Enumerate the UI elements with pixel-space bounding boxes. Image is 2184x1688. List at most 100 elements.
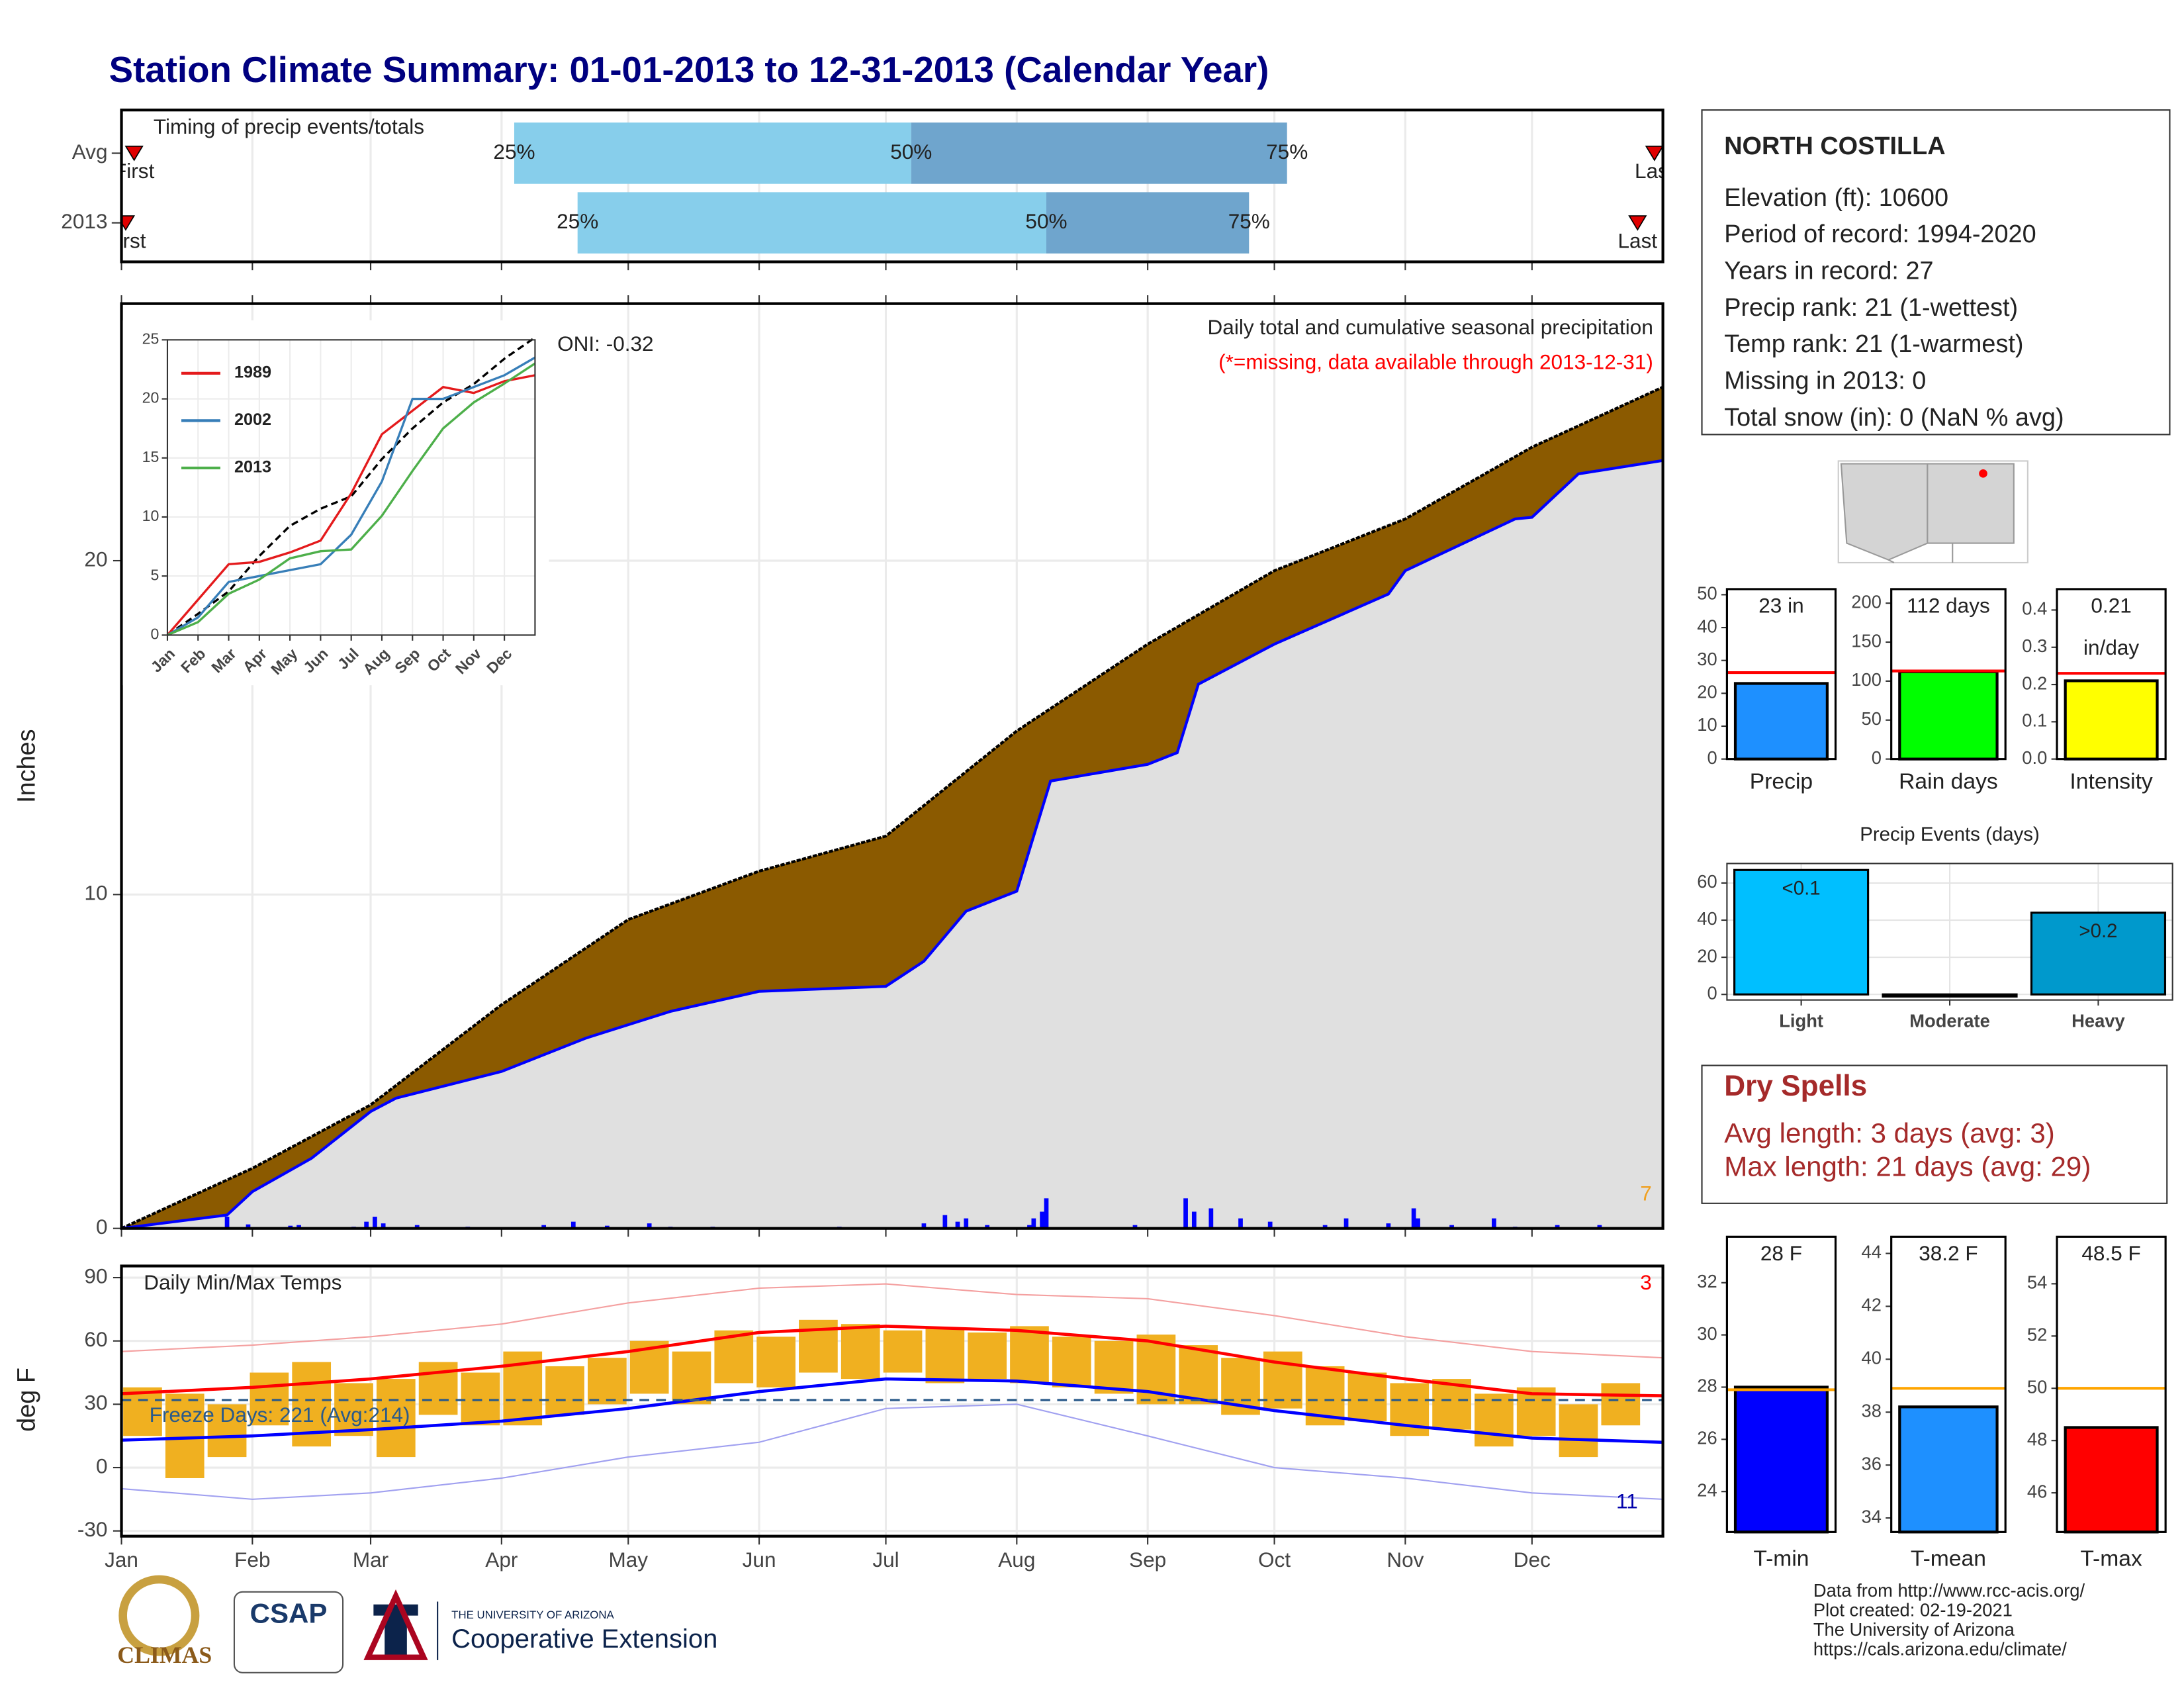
- station-info: Temp rank: 21 (1-warmest): [1724, 330, 2023, 358]
- daily-bar: [942, 1215, 948, 1229]
- page-title: Station Climate Summary: 01-01-2013 to 1…: [109, 49, 1269, 90]
- y-tick-label: 36: [1862, 1453, 1882, 1474]
- daily-bar: [955, 1221, 960, 1229]
- station-info: Elevation (ft): 10600: [1724, 184, 1948, 212]
- daily-bar: [1183, 1198, 1188, 1229]
- daily-range: [756, 1336, 796, 1387]
- y-tick-label: 0: [1707, 982, 1717, 1003]
- value-label: 28 F: [1760, 1241, 1802, 1265]
- daily-bar: [414, 1225, 420, 1229]
- year-area: [121, 460, 1663, 1229]
- frame: [120, 302, 1664, 1230]
- daily-bar: [921, 1223, 927, 1229]
- logo-text: Cooperative Extension: [451, 1624, 717, 1654]
- annotation: 3: [1640, 1270, 1652, 1294]
- chart-title: Precip Events (days): [1860, 823, 2040, 845]
- y-tick-label: 0: [1707, 747, 1717, 768]
- daily-bar: [1208, 1208, 1214, 1229]
- x-tick-label: Mar: [353, 1548, 388, 1571]
- y-tick-label: 10: [1697, 714, 1717, 735]
- daily-range: [545, 1366, 584, 1415]
- annotation: 11: [1616, 1489, 1638, 1513]
- y-tick-label: 50: [1862, 708, 1882, 729]
- y-tick-label: 30: [84, 1391, 107, 1415]
- y-axis-label: Inches: [13, 729, 41, 803]
- percentile-label: 75%: [1228, 209, 1270, 233]
- legend-label: 2013: [234, 458, 271, 477]
- event-label: Last: [1618, 228, 1658, 252]
- station-info: Period of record: 1994-2020: [1724, 220, 2036, 248]
- y-tick-label: 42: [1862, 1295, 1882, 1315]
- percentile-label: 75%: [1266, 140, 1308, 164]
- y-tick-label: 40: [1697, 908, 1717, 929]
- y-tick-label: 50: [1697, 583, 1717, 604]
- y-tick-label: 52: [2027, 1325, 2047, 1345]
- footer-line: Data from http://www.rcc-acis.org/: [1813, 1580, 2085, 1601]
- annotation: Freeze Days: 221 (Avg:214): [150, 1403, 410, 1427]
- y-tick-label: 60: [84, 1327, 107, 1351]
- y-tick-label: 38: [1862, 1401, 1882, 1421]
- y-tick-label: 30: [1697, 649, 1717, 669]
- x-tick-label: Sep: [1129, 1548, 1166, 1571]
- locator-map: [1837, 460, 2028, 564]
- y-tick-label: 50: [2027, 1376, 2047, 1397]
- legend-label: 1989: [234, 363, 271, 382]
- daily-bar: [364, 1221, 369, 1229]
- daily-bar: [1597, 1225, 1602, 1229]
- logos: [118, 1575, 439, 1673]
- y-tick-label: 24: [1697, 1479, 1717, 1500]
- y-tick-label: 15: [142, 448, 159, 465]
- category-label: T-min: [1753, 1546, 1809, 1571]
- x-tick-label: Aug: [998, 1548, 1035, 1571]
- x-tick-label: Nov: [1387, 1548, 1424, 1571]
- summary-bar: [1733, 1385, 1829, 1534]
- x-tick-label: Oct: [1258, 1548, 1291, 1571]
- percentile-label: 50%: [1025, 209, 1067, 233]
- y-tick-label: 34: [1862, 1506, 1882, 1526]
- logo-text: THE UNIVERSITY OF ARIZONA: [451, 1609, 614, 1621]
- y-tick-label: 100: [1851, 669, 1882, 690]
- inset-line: [166, 374, 535, 636]
- daily-bar: [1492, 1218, 1496, 1229]
- logo-text: CLIMAS: [117, 1642, 212, 1668]
- event-label: First: [105, 228, 146, 252]
- y-tick-label: 10: [142, 507, 159, 524]
- daily-bar: [1044, 1198, 1049, 1229]
- logo-text: CSAP: [250, 1598, 328, 1629]
- frame: [2056, 588, 2167, 761]
- x-tick-label: Apr: [485, 1548, 518, 1571]
- value-label: 23 in: [1758, 594, 1803, 618]
- x-tick-label: Jan: [105, 1548, 138, 1571]
- event-label: First: [114, 159, 155, 183]
- chart-subtitle: (*=missing, data available through 2013-…: [1218, 350, 1653, 373]
- daily-range: [1475, 1393, 1514, 1447]
- timing-bar: [911, 122, 1287, 184]
- frame: [1725, 1235, 1837, 1533]
- daily-range: [883, 1330, 923, 1373]
- daily-range: [925, 1328, 965, 1383]
- x-tick-label: Heavy: [2071, 1011, 2125, 1031]
- category-label: Rain days: [1899, 769, 1998, 794]
- category-label: T-mean: [1911, 1546, 1986, 1571]
- event-marker: [1645, 146, 1663, 162]
- value-label: >0.2: [2079, 920, 2117, 942]
- daily-bar: [1040, 1211, 1044, 1229]
- summary-bar: [1898, 1405, 1999, 1534]
- value-label: 112 days: [1907, 594, 1990, 618]
- daily-range: [1347, 1372, 1387, 1421]
- event-marker: [124, 146, 144, 162]
- frame: [166, 339, 536, 636]
- value-label: 48.5 F: [2081, 1241, 2140, 1265]
- summary-bar: [1898, 670, 1999, 761]
- event-marker: [1628, 215, 1647, 231]
- timing-clip: 25% 50% 75% First Last 25% 50% 75% First Last: [105, 122, 1663, 254]
- normal-line: [121, 1377, 1663, 1444]
- record-line: [121, 1403, 1663, 1500]
- daily-bar: [1267, 1221, 1273, 1229]
- value-label: <0.1: [1782, 878, 1821, 900]
- annotation: 7: [1640, 1182, 1652, 1205]
- y-tick-label: 20: [1697, 682, 1717, 702]
- frame: [120, 109, 1664, 263]
- frame: [2056, 1235, 2167, 1533]
